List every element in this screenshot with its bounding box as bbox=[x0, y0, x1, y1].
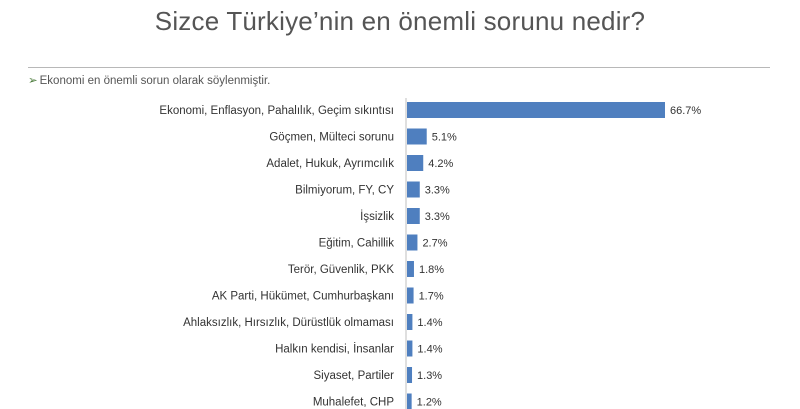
chart-subtitle: ➢ Ekonomi en önemli sorun olarak söylenmi… bbox=[28, 73, 270, 87]
data-label: 1.2% bbox=[417, 397, 442, 409]
arrow-bullet-icon: ➢ bbox=[28, 75, 38, 87]
category-label: Terör, Güvenlik, PKK bbox=[288, 264, 394, 276]
bar bbox=[407, 340, 413, 357]
data-label: 4.2% bbox=[428, 158, 453, 170]
category-label: İşsizlik bbox=[360, 210, 394, 223]
category-label: Eğitim, Cahillik bbox=[319, 238, 395, 250]
data-label: 1.7% bbox=[419, 291, 444, 303]
chart-title: Sizce Türkiye’nin en önemli sorunu nedir… bbox=[154, 6, 646, 36]
bar bbox=[407, 208, 420, 224]
bar bbox=[407, 181, 420, 198]
bars-group: Ekonomi, Enflasyon, Pahalılık, Geçim sık… bbox=[159, 102, 701, 409]
data-label: 5.1% bbox=[432, 132, 457, 144]
data-label: 2.7% bbox=[422, 238, 447, 250]
data-label: 1.3% bbox=[417, 370, 442, 382]
category-label: Muhalefet, CHP bbox=[313, 397, 395, 409]
category-label: AK Parti, Hükümet, Cumhurbaşkanı bbox=[212, 291, 394, 303]
data-label: 3.3% bbox=[425, 211, 450, 223]
category-label: Bilmiyorum, FY, CY bbox=[295, 185, 394, 197]
bar bbox=[407, 393, 412, 409]
category-label: Siyaset, Partiler bbox=[313, 370, 394, 382]
chart-subtitle-text: Ekonomi en önemli sorun olarak söylenmiş… bbox=[39, 75, 271, 87]
category-label: Göçmen, Mülteci sorunu bbox=[269, 132, 394, 144]
bar bbox=[407, 314, 413, 330]
bar bbox=[407, 155, 424, 171]
data-label: 3.3% bbox=[425, 185, 450, 197]
category-label: Ekonomi, Enflasyon, Pahalılık, Geçim sık… bbox=[159, 105, 394, 117]
title-divider bbox=[28, 67, 770, 68]
data-label: 1.8% bbox=[419, 264, 444, 276]
category-label: Adalet, Hukuk, Ayrımcılık bbox=[266, 158, 394, 170]
bar bbox=[407, 261, 414, 277]
bar bbox=[407, 234, 418, 251]
bar bbox=[407, 102, 665, 118]
category-label: Ahlaksızlık, Hırsızlık, Dürüstlük olmama… bbox=[183, 317, 394, 329]
data-label: 1.4% bbox=[417, 344, 442, 356]
bar bbox=[407, 128, 427, 145]
category-label: Halkın kendisi, İnsanlar bbox=[275, 343, 394, 356]
bar bbox=[407, 287, 414, 304]
data-label: 66.7% bbox=[670, 105, 701, 117]
data-label: 1.4% bbox=[417, 317, 442, 329]
bar bbox=[407, 367, 413, 383]
